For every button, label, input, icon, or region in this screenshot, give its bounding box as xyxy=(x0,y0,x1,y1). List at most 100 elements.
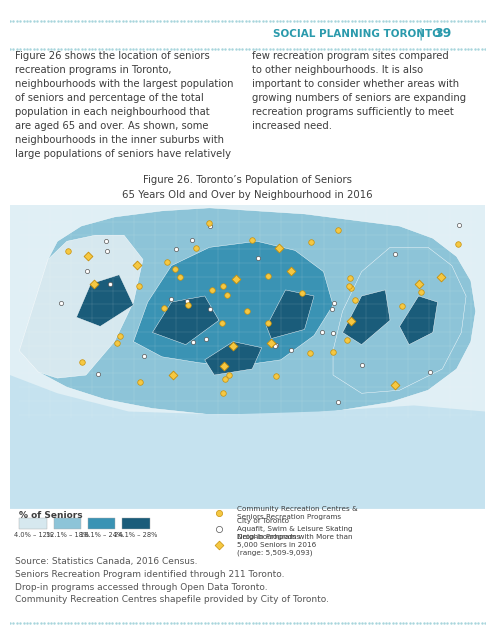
Point xyxy=(329,304,337,314)
Point xyxy=(176,272,184,282)
Polygon shape xyxy=(19,236,143,378)
Point xyxy=(206,221,214,231)
Point xyxy=(113,337,121,348)
Text: 4.0% – 12%: 4.0% – 12% xyxy=(14,532,53,538)
Point xyxy=(207,285,215,295)
Point xyxy=(455,220,463,230)
Point xyxy=(329,347,337,357)
Polygon shape xyxy=(10,375,485,509)
Polygon shape xyxy=(343,290,390,344)
Point xyxy=(272,371,280,381)
Point xyxy=(248,235,256,245)
Point xyxy=(171,264,179,274)
Polygon shape xyxy=(266,290,314,339)
Point xyxy=(90,279,98,289)
Point xyxy=(454,239,462,249)
Bar xyxy=(53,518,81,529)
Point xyxy=(172,244,180,254)
FancyBboxPatch shape xyxy=(10,205,485,509)
Polygon shape xyxy=(333,248,466,393)
Text: Figure 26. Toronto’s Population of Seniors
65 Years Old and Over by Neighbourhoo: Figure 26. Toronto’s Population of Senio… xyxy=(122,175,373,215)
Polygon shape xyxy=(205,342,262,375)
Point xyxy=(225,370,233,380)
Point xyxy=(391,248,399,259)
Point xyxy=(64,246,72,256)
Point xyxy=(347,316,355,326)
Text: SOCIAL PLANNING TORONTO: SOCIAL PLANNING TORONTO xyxy=(273,29,441,38)
Point xyxy=(398,301,406,312)
Polygon shape xyxy=(76,275,134,326)
Point xyxy=(306,348,314,358)
Point xyxy=(417,286,425,296)
Point xyxy=(345,281,352,291)
Point xyxy=(334,397,342,407)
Bar xyxy=(88,518,115,529)
Point xyxy=(351,295,359,305)
Text: |: | xyxy=(419,27,423,40)
Point xyxy=(358,360,366,371)
Point xyxy=(135,281,143,291)
Point xyxy=(220,361,228,371)
Point xyxy=(232,274,240,284)
Text: few recreation program sites compared
to other neighbourhoods. It is also
import: few recreation program sites compared to… xyxy=(252,51,466,131)
Polygon shape xyxy=(152,296,219,344)
Point xyxy=(169,370,177,380)
Text: % of Seniors: % of Seniors xyxy=(19,511,83,520)
Bar xyxy=(19,518,47,529)
Point xyxy=(183,296,191,307)
Point xyxy=(140,351,148,362)
Point xyxy=(184,300,192,310)
Point xyxy=(215,524,223,534)
Point xyxy=(167,294,175,304)
Point xyxy=(275,243,283,253)
Point xyxy=(202,333,210,344)
Point xyxy=(105,278,113,289)
Point xyxy=(271,340,279,351)
Point xyxy=(103,246,111,256)
Point xyxy=(330,298,338,308)
Point xyxy=(318,326,326,337)
Point xyxy=(215,508,223,518)
Point xyxy=(437,272,445,282)
Point xyxy=(243,306,250,316)
Point xyxy=(133,260,141,270)
Point xyxy=(264,317,272,328)
Point xyxy=(329,328,337,339)
Point xyxy=(415,279,423,289)
Point xyxy=(264,271,272,282)
Point xyxy=(391,380,399,390)
Polygon shape xyxy=(134,241,333,366)
Point xyxy=(116,331,124,341)
Text: 18.1% – 24%: 18.1% – 24% xyxy=(80,532,123,538)
Point xyxy=(287,345,295,355)
Point xyxy=(84,250,92,260)
Point xyxy=(84,266,92,276)
Point xyxy=(346,273,353,284)
Point xyxy=(160,303,168,313)
Point xyxy=(426,367,434,377)
Point xyxy=(219,388,227,399)
Text: Source: Statistics Canada, 2016 Census.
Seniors Recreation Program identified th: Source: Statistics Canada, 2016 Census. … xyxy=(15,557,329,604)
Point xyxy=(78,357,86,367)
Point xyxy=(136,376,144,387)
Text: 12.1% – 18%: 12.1% – 18% xyxy=(46,532,89,538)
Polygon shape xyxy=(19,208,476,415)
Bar xyxy=(122,518,149,529)
Text: 24.1% – 28%: 24.1% – 28% xyxy=(114,532,157,538)
Point xyxy=(223,291,231,301)
Point xyxy=(229,341,237,351)
Point xyxy=(221,374,229,385)
Text: Community Recreation Centres &
Seniors Recreation Programs: Community Recreation Centres & Seniors R… xyxy=(237,506,358,520)
Point xyxy=(272,340,280,350)
Point xyxy=(163,257,171,267)
Point xyxy=(267,338,275,348)
Point xyxy=(334,225,342,235)
Point xyxy=(297,288,305,298)
Polygon shape xyxy=(399,296,438,344)
Text: Neighbourhoods with More than
5,000 Seniors in 2016
(range: 5,509-9,093): Neighbourhoods with More than 5,000 Seni… xyxy=(237,534,352,556)
Point xyxy=(254,253,262,263)
Point xyxy=(192,243,200,253)
Point xyxy=(218,318,226,328)
Point xyxy=(347,283,355,293)
Text: Figure 26 shows the location of seniors
recreation programs in Toronto,
neighbou: Figure 26 shows the location of seniors … xyxy=(15,51,233,159)
